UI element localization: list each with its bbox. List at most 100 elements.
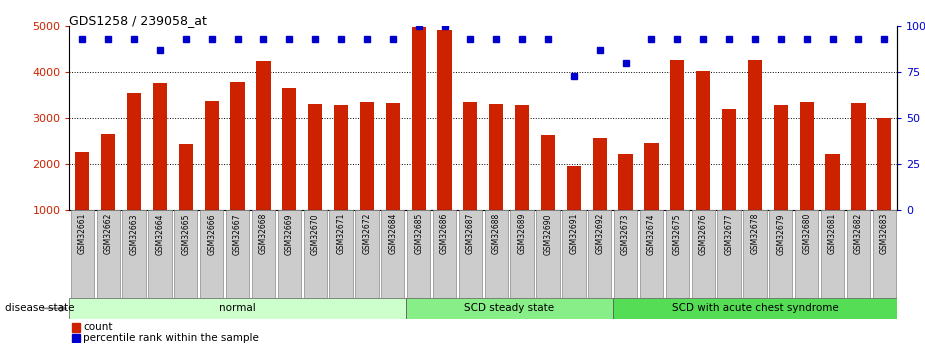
Text: GSM32677: GSM32677 <box>724 213 734 255</box>
Text: GSM32672: GSM32672 <box>363 213 372 255</box>
FancyBboxPatch shape <box>666 210 689 298</box>
FancyBboxPatch shape <box>612 298 897 319</box>
Text: SCD with acute chest syndrome: SCD with acute chest syndrome <box>672 304 838 313</box>
Bar <box>72 334 80 342</box>
FancyBboxPatch shape <box>329 210 352 298</box>
Bar <box>619 154 633 210</box>
FancyBboxPatch shape <box>562 210 586 298</box>
Text: GSM32673: GSM32673 <box>621 213 630 255</box>
FancyBboxPatch shape <box>406 298 612 319</box>
FancyBboxPatch shape <box>148 210 171 298</box>
FancyBboxPatch shape <box>355 210 378 298</box>
FancyBboxPatch shape <box>640 210 663 298</box>
Bar <box>412 27 426 210</box>
FancyBboxPatch shape <box>278 210 301 298</box>
Bar <box>567 166 581 210</box>
Text: GSM32669: GSM32669 <box>285 213 294 255</box>
Bar <box>515 105 529 210</box>
FancyBboxPatch shape <box>69 298 406 319</box>
Text: GSM32667: GSM32667 <box>233 213 242 255</box>
Bar <box>204 101 219 210</box>
Text: GSM32685: GSM32685 <box>414 213 423 255</box>
Bar <box>438 30 451 210</box>
Bar <box>360 101 374 210</box>
Bar <box>153 83 167 210</box>
Bar <box>179 144 193 210</box>
Bar <box>877 118 892 210</box>
Text: GSM32661: GSM32661 <box>78 213 87 255</box>
Text: GSM32679: GSM32679 <box>776 213 785 255</box>
Text: GSM32683: GSM32683 <box>880 213 889 255</box>
FancyBboxPatch shape <box>485 210 508 298</box>
FancyBboxPatch shape <box>200 210 223 298</box>
FancyBboxPatch shape <box>796 210 819 298</box>
Text: GSM32680: GSM32680 <box>802 213 811 255</box>
Bar <box>230 82 244 210</box>
Text: GSM32664: GSM32664 <box>155 213 165 255</box>
FancyBboxPatch shape <box>407 210 430 298</box>
Text: GSM32668: GSM32668 <box>259 213 268 255</box>
Text: GSM32682: GSM32682 <box>854 213 863 254</box>
FancyBboxPatch shape <box>433 210 456 298</box>
Text: GSM32689: GSM32689 <box>518 213 526 255</box>
Bar <box>671 60 684 210</box>
Bar <box>127 93 142 210</box>
FancyBboxPatch shape <box>303 210 327 298</box>
Text: count: count <box>83 322 113 332</box>
FancyBboxPatch shape <box>459 210 482 298</box>
Bar <box>75 152 90 210</box>
FancyBboxPatch shape <box>614 210 637 298</box>
FancyBboxPatch shape <box>381 210 404 298</box>
Text: GSM32687: GSM32687 <box>466 213 475 255</box>
Bar <box>773 105 788 210</box>
Text: GSM32671: GSM32671 <box>337 213 346 255</box>
Text: GDS1258 / 239058_at: GDS1258 / 239058_at <box>69 14 207 27</box>
Text: GSM32688: GSM32688 <box>492 213 500 254</box>
Bar <box>256 61 270 210</box>
FancyBboxPatch shape <box>226 210 249 298</box>
FancyBboxPatch shape <box>846 210 870 298</box>
FancyBboxPatch shape <box>70 210 94 298</box>
Text: GSM32674: GSM32674 <box>647 213 656 255</box>
Text: GSM32676: GSM32676 <box>698 213 708 255</box>
Bar <box>282 88 296 210</box>
Text: GSM32691: GSM32691 <box>570 213 578 255</box>
Bar <box>722 109 736 210</box>
FancyBboxPatch shape <box>692 210 715 298</box>
Bar <box>799 102 814 210</box>
FancyBboxPatch shape <box>122 210 146 298</box>
Text: GSM32684: GSM32684 <box>388 213 397 255</box>
FancyBboxPatch shape <box>820 210 845 298</box>
FancyBboxPatch shape <box>511 210 534 298</box>
FancyBboxPatch shape <box>96 210 120 298</box>
Text: GSM32666: GSM32666 <box>207 213 216 255</box>
Bar <box>645 143 659 210</box>
Text: GSM32663: GSM32663 <box>130 213 139 255</box>
FancyBboxPatch shape <box>872 210 896 298</box>
FancyBboxPatch shape <box>770 210 793 298</box>
Text: percentile rank within the sample: percentile rank within the sample <box>83 333 259 343</box>
Bar <box>593 138 607 210</box>
Bar <box>825 154 840 210</box>
Bar <box>334 105 348 210</box>
Text: normal: normal <box>219 304 256 313</box>
Text: GSM32662: GSM32662 <box>104 213 113 255</box>
Text: GSM32692: GSM32692 <box>595 213 604 255</box>
FancyBboxPatch shape <box>588 210 611 298</box>
Bar <box>308 104 322 210</box>
Text: GSM32670: GSM32670 <box>311 213 320 255</box>
Bar <box>463 102 477 210</box>
Text: GSM32675: GSM32675 <box>672 213 682 255</box>
Text: GSM32690: GSM32690 <box>544 213 552 255</box>
Bar <box>697 71 710 210</box>
FancyBboxPatch shape <box>744 210 767 298</box>
Bar <box>386 103 400 210</box>
FancyBboxPatch shape <box>536 210 560 298</box>
Bar <box>101 134 116 210</box>
Bar <box>747 60 762 210</box>
Bar <box>541 135 555 210</box>
Text: GSM32686: GSM32686 <box>440 213 449 255</box>
Bar <box>72 323 80 332</box>
FancyBboxPatch shape <box>718 210 741 298</box>
Bar <box>489 104 503 210</box>
